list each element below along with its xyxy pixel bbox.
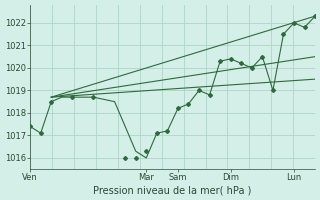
X-axis label: Pression niveau de la mer( hPa ): Pression niveau de la mer( hPa ) <box>93 185 252 195</box>
